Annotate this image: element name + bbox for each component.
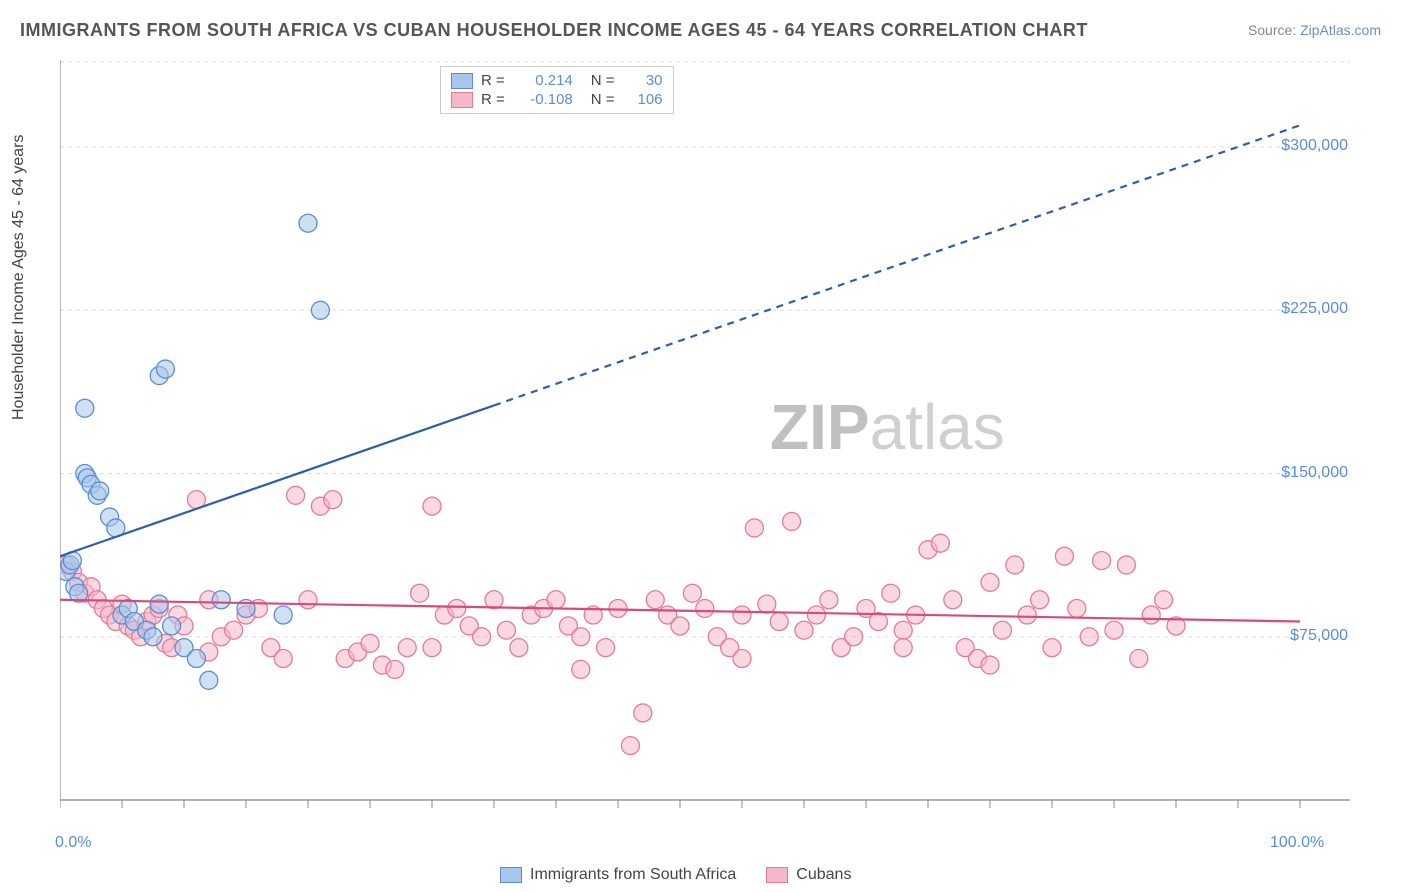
legend-label: Cubans <box>796 866 851 884</box>
source-link[interactable]: ZipAtlas.com <box>1300 22 1381 38</box>
legend-swatch <box>451 92 473 108</box>
y-tick-label: $150,000 <box>1281 464 1348 482</box>
chart-area: $75,000$150,000$225,000$300,0000.0%100.0… <box>60 60 1360 830</box>
legend-row: R = -0.108 N = 106 <box>451 90 663 109</box>
legend-label: Immigrants from South Africa <box>530 866 736 884</box>
n-value: 106 <box>623 91 663 108</box>
x-tick-label: 100.0% <box>1270 834 1324 852</box>
y-axis-label: Householder Income Ages 45 - 64 years <box>10 135 28 421</box>
r-label: R = <box>481 91 505 108</box>
series-legend: Immigrants from South Africa Cubans <box>500 866 851 884</box>
n-label: N = <box>591 72 615 89</box>
n-label: N = <box>591 91 615 108</box>
correlation-legend: R = 0.214 N = 30 R = -0.108 N = 106 <box>440 66 674 114</box>
y-tick-label: $225,000 <box>1281 300 1348 318</box>
r-value: 0.214 <box>513 72 573 89</box>
watermark-light: atlas <box>870 391 1005 463</box>
source-label: Source: <box>1248 22 1296 38</box>
r-value: -0.108 <box>513 91 573 108</box>
legend-swatch <box>766 867 788 883</box>
legend-item: Cubans <box>766 866 851 884</box>
legend-row: R = 0.214 N = 30 <box>451 71 663 90</box>
n-value: 30 <box>623 72 663 89</box>
legend-item: Immigrants from South Africa <box>500 866 736 884</box>
legend-swatch <box>500 867 522 883</box>
y-tick-label: $300,000 <box>1281 137 1348 155</box>
scatter-plot <box>60 60 1360 830</box>
x-tick-label: 0.0% <box>55 834 91 852</box>
watermark: ZIPatlas <box>770 390 1005 464</box>
y-tick-label: $75,000 <box>1290 627 1348 645</box>
r-label: R = <box>481 72 505 89</box>
source-attribution: Source: ZipAtlas.com <box>1248 22 1381 38</box>
watermark-bold: ZIP <box>770 391 870 463</box>
chart-title: IMMIGRANTS FROM SOUTH AFRICA VS CUBAN HO… <box>20 20 1088 41</box>
legend-swatch <box>451 73 473 89</box>
